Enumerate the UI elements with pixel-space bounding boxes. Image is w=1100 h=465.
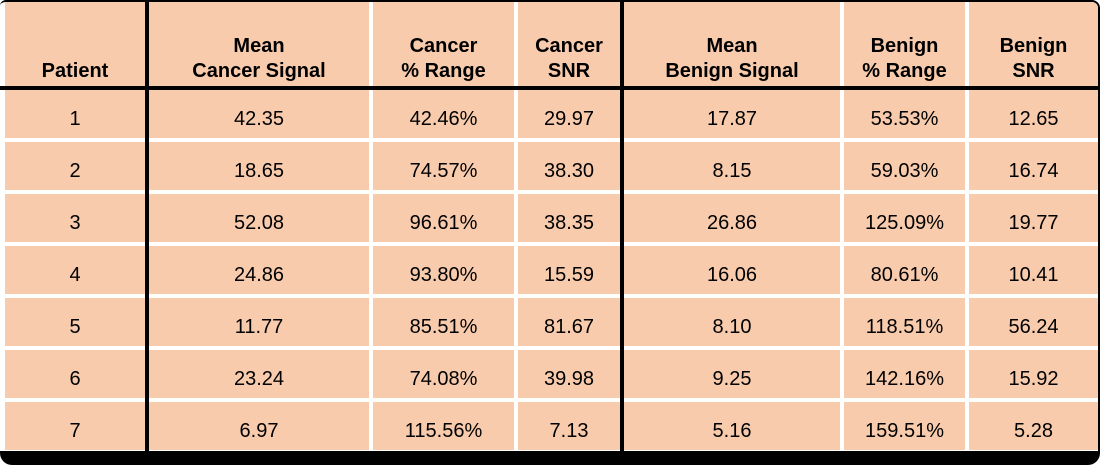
column-header-mean-cancer-signal: Mean Cancer Signal — [149, 2, 369, 86]
cell-cancer-snr: 81.67 — [518, 298, 620, 346]
cell-benign-snr: 5.28 — [969, 402, 1098, 450]
cell-cancer-pct-range: 85.51% — [373, 298, 514, 346]
cell-cancer-snr: 7.13 — [518, 402, 620, 450]
table-row: 4 24.86 93.80% 15.59 16.06 80.61% 10.41 — [5, 246, 1098, 294]
table-row: 7 6.97 115.56% 7.13 5.16 159.51% 5.28 — [5, 402, 1098, 450]
cell-patient: 1 — [5, 90, 145, 138]
column-header-benign-pct-range: Benign % Range — [844, 2, 965, 86]
cell-mean-benign-signal: 17.87 — [624, 90, 840, 138]
column-header-cancer-snr: Cancer SNR — [518, 2, 620, 86]
cell-mean-cancer-signal: 23.24 — [149, 350, 369, 398]
cell-benign-pct-range: 53.53% — [844, 90, 965, 138]
cell-cancer-snr: 38.35 — [518, 194, 620, 242]
cell-benign-snr: 56.24 — [969, 298, 1098, 346]
cell-benign-snr: 10.41 — [969, 246, 1098, 294]
table-row: 5 11.77 85.51% 81.67 8.10 118.51% 56.24 — [5, 298, 1098, 346]
table-row: 6 23.24 74.08% 39.98 9.25 142.16% 15.92 — [5, 350, 1098, 398]
cell-cancer-pct-range: 96.61% — [373, 194, 514, 242]
cell-patient: 4 — [5, 246, 145, 294]
cell-mean-cancer-signal: 42.35 — [149, 90, 369, 138]
cell-mean-benign-signal: 8.10 — [624, 298, 840, 346]
cell-cancer-snr: 39.98 — [518, 350, 620, 398]
cell-benign-pct-range: 125.09% — [844, 194, 965, 242]
cell-mean-benign-signal: 9.25 — [624, 350, 840, 398]
cell-benign-snr: 16.74 — [969, 142, 1098, 190]
table-grid: Patient Mean Cancer Signal Cancer % Rang… — [5, 2, 1098, 451]
cell-mean-cancer-signal: 6.97 — [149, 402, 369, 450]
cell-cancer-snr: 29.97 — [518, 90, 620, 138]
column-header-mean-benign-signal: Mean Benign Signal — [624, 2, 840, 86]
column-header-cancer-pct-range: Cancer % Range — [373, 2, 514, 86]
vertical-divider-after-cancer-snr — [620, 2, 624, 451]
cell-mean-cancer-signal: 18.65 — [149, 142, 369, 190]
cell-benign-pct-range: 159.51% — [844, 402, 965, 450]
cell-mean-cancer-signal: 11.77 — [149, 298, 369, 346]
cell-cancer-pct-range: 115.56% — [373, 402, 514, 450]
header-separator-line — [0, 86, 1098, 90]
cell-mean-benign-signal: 26.86 — [624, 194, 840, 242]
cell-cancer-pct-range: 93.80% — [373, 246, 514, 294]
cell-cancer-pct-range: 74.08% — [373, 350, 514, 398]
cell-mean-benign-signal: 5.16 — [624, 402, 840, 450]
table-row: 1 42.35 42.46% 29.97 17.87 53.53% 12.65 — [5, 90, 1098, 138]
table-row: 2 18.65 74.57% 38.30 8.15 59.03% 16.74 — [5, 142, 1098, 190]
cell-mean-benign-signal: 16.06 — [624, 246, 840, 294]
cell-benign-snr: 12.65 — [969, 90, 1098, 138]
cell-mean-benign-signal: 8.15 — [624, 142, 840, 190]
cell-benign-pct-range: 80.61% — [844, 246, 965, 294]
vertical-divider-after-patient — [145, 2, 149, 451]
cell-benign-snr: 19.77 — [969, 194, 1098, 242]
cell-cancer-snr: 15.59 — [518, 246, 620, 294]
cell-cancer-pct-range: 74.57% — [373, 142, 514, 190]
cell-patient: 2 — [5, 142, 145, 190]
cell-patient: 7 — [5, 402, 145, 450]
cell-patient: 5 — [5, 298, 145, 346]
cell-patient: 3 — [5, 194, 145, 242]
cell-mean-cancer-signal: 52.08 — [149, 194, 369, 242]
table-header-row: Patient Mean Cancer Signal Cancer % Rang… — [5, 2, 1098, 86]
column-header-patient: Patient — [5, 2, 145, 86]
table-row: 3 52.08 96.61% 38.35 26.86 125.09% 19.77 — [5, 194, 1098, 242]
cell-benign-pct-range: 59.03% — [844, 142, 965, 190]
cell-cancer-snr: 38.30 — [518, 142, 620, 190]
cell-benign-snr: 15.92 — [969, 350, 1098, 398]
cell-benign-pct-range: 142.16% — [844, 350, 965, 398]
cell-mean-cancer-signal: 24.86 — [149, 246, 369, 294]
column-header-benign-snr: Benign SNR — [969, 2, 1098, 86]
cell-benign-pct-range: 118.51% — [844, 298, 965, 346]
cell-patient: 6 — [5, 350, 145, 398]
cell-cancer-pct-range: 42.46% — [373, 90, 514, 138]
